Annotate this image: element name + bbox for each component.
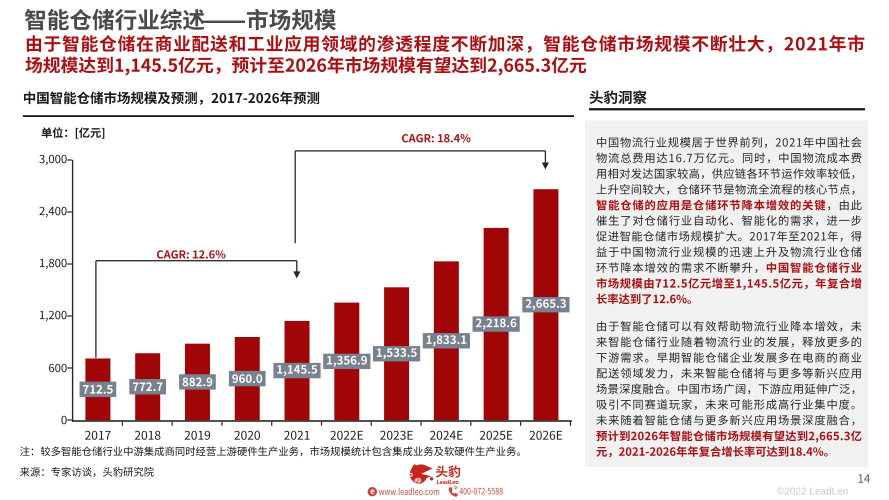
svg-text:©2022 LeadLeo: ©2022 LeadLeo (777, 486, 849, 497)
